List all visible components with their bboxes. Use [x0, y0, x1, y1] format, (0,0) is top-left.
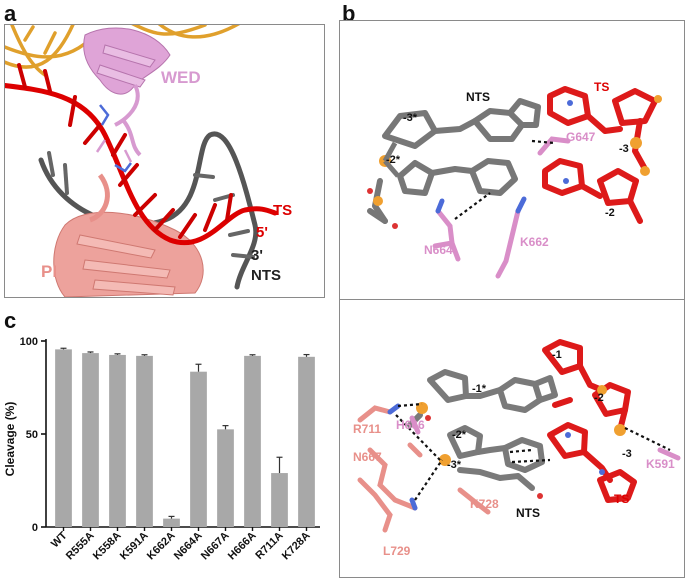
y-tick-label: 100 — [20, 336, 38, 348]
x-tick-label-n664a: N664A — [172, 530, 205, 563]
b-bot-m2-label: -2 — [594, 392, 604, 404]
g647-label: G647 — [566, 130, 596, 144]
x-tick-label-n667a: N667A — [199, 530, 232, 563]
x-tick-label-r555a: R555A — [64, 530, 97, 563]
nts-nucleotides-bottom — [407, 369, 558, 491]
x-tick-label-k558a: K558A — [91, 530, 124, 563]
bar-n667a — [217, 429, 234, 527]
b-bot-m2star-label: -2* — [452, 429, 467, 441]
bar-r711a — [271, 473, 288, 527]
pi-label: PI — [41, 262, 57, 281]
panel-b-divider — [340, 299, 684, 300]
b-top-m2-label: -2 — [605, 207, 615, 219]
x-tick-label-h666a: H666A — [226, 530, 259, 563]
b-bot-nts-label: NTS — [516, 506, 540, 520]
panel-label-c: c — [4, 308, 17, 333]
b-top-m3star-label: -3* — [403, 112, 418, 124]
panel-b-top-figure: NTS TS -3* -2* G647 -3 -2 N664 K662 — [367, 80, 662, 279]
bar-k558a — [109, 354, 126, 527]
b-bot-m1-label: -1 — [552, 349, 562, 361]
b-bot-ts-label: TS — [614, 492, 629, 506]
ts-strand — [5, 63, 278, 246]
bar-k591a — [136, 355, 153, 527]
chart-bars — [55, 347, 315, 527]
b-bot-m3star-label: -3* — [447, 459, 462, 471]
x-tick-label-k662a: K662A — [145, 530, 178, 563]
n664-label: N664 — [424, 243, 453, 257]
residue-sticks — [95, 104, 133, 173]
protein-dna-structure-figure: WED TS 5' 3' NTS PI — [5, 25, 292, 297]
b-top-ts-label: TS — [594, 80, 609, 94]
h666-label: H666 — [396, 418, 425, 432]
k662-label: K662 — [520, 235, 549, 249]
chart-y-axis-label: Cleavage (%) — [3, 402, 17, 477]
b-top-nts-label: NTS — [466, 90, 490, 104]
hbonds-bottom — [395, 402, 671, 501]
x-tick-label-wt: WT — [49, 529, 70, 550]
phosphates-bottom — [416, 402, 543, 499]
k728-label: K728 — [470, 497, 499, 511]
bar-n664a — [190, 371, 207, 527]
three-prime-label: 3' — [251, 247, 263, 264]
nts-nucleotides-top — [367, 98, 541, 224]
panel-b-bottom-figure: -1 -1* -2 R711 H666 -2* K591 N667 -3* -3… — [353, 339, 681, 558]
pi-domain — [53, 173, 204, 297]
panel-b-structure: NTS TS -3* -2* G647 -3 -2 N664 K662 — [339, 20, 685, 578]
panel-label-b: b — [342, 1, 356, 26]
ts-nucleotides-top — [542, 86, 658, 224]
wed-residues-top — [432, 136, 571, 279]
ts-label: TS — [273, 202, 292, 219]
x-tick-label-k591a: K591A — [118, 530, 151, 563]
b-bot-m3-label: -3 — [622, 448, 632, 460]
ts-nucleotides-bottom — [542, 339, 637, 503]
bar-wt — [55, 349, 72, 527]
panel-label-a: a — [4, 1, 17, 26]
x-tick-label-k728a: K728A — [280, 530, 313, 563]
nts-label: NTS — [251, 267, 281, 284]
panel-a-structure: WED TS 5' 3' NTS PI — [4, 24, 325, 298]
wed-domain — [83, 27, 171, 157]
wed-label: WED — [161, 68, 201, 87]
bar-k662a — [163, 518, 180, 527]
k591-label: K591 — [646, 457, 675, 471]
phosphates-top — [367, 141, 400, 229]
n667-label: N667 — [353, 450, 382, 464]
five-prime-label: 5' — [256, 224, 268, 241]
x-tick-label-r711a: R711A — [253, 530, 285, 562]
bar-h666a — [244, 355, 261, 527]
b-top-m3-label: -3 — [619, 143, 629, 155]
wed-residues-bottom — [387, 403, 681, 511]
bar-k728a — [298, 356, 315, 527]
b-bot-m1star-label: -1* — [472, 383, 487, 395]
bar-r555a — [82, 353, 99, 527]
cleavage-bar-chart: 0 50 100 WTR555AK558AK591AK662AN664AN667AH6… — [3, 336, 320, 563]
y-tick-label: 50 — [26, 429, 38, 441]
pi-residues-bottom — [357, 405, 491, 533]
ts-phosphates-top — [563, 95, 662, 184]
y-tick-label: 0 — [32, 522, 38, 534]
r711-label: R711 — [353, 422, 381, 436]
l729-label: L729 — [383, 544, 411, 558]
hbonds-top — [454, 139, 555, 220]
b-top-m2star-label: -2* — [386, 154, 401, 166]
ts-phosphates-bottom — [565, 385, 626, 475]
